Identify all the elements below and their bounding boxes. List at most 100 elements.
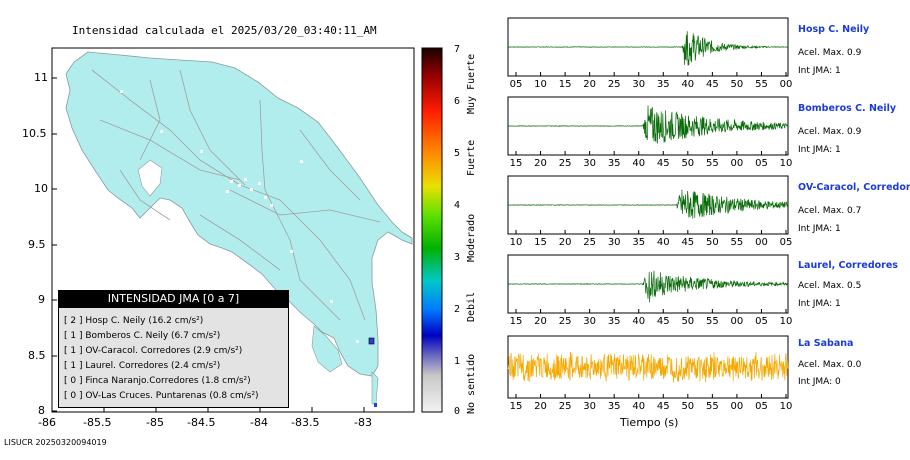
time-axis-label: Tiempo (s) — [620, 416, 679, 429]
time-tick-label: 10 — [534, 79, 547, 90]
time-tick-label: 00 — [780, 79, 793, 90]
colorbar-tick: 1 — [454, 356, 461, 367]
time-tick-label: 35 — [632, 237, 645, 248]
map-x-tick: -83 — [354, 416, 372, 429]
time-tick-label: 45 — [657, 158, 670, 169]
map-x-tick: -85.5 — [83, 416, 112, 429]
time-tick-label: 40 — [681, 79, 694, 90]
station-acel: Acel. Max. 0.5 — [798, 281, 862, 291]
map-y-tick: 10.5 — [22, 127, 47, 140]
osa-peninsula — [311, 325, 343, 373]
seismogram-trace — [507, 105, 789, 144]
station-marker-2 — [374, 403, 377, 407]
time-tick-label: 05 — [755, 158, 768, 169]
costa-rica-land — [65, 51, 413, 377]
legend-item: [ 0 ] OV-Las Cruces. Puntarenas (0.8 cm/… — [64, 391, 259, 401]
station-name: OV-Caracol, Corredore — [798, 182, 910, 193]
time-tick-label: 55 — [706, 401, 719, 412]
legend-title: INTENSIDAD JMA [0 a 7] — [58, 290, 289, 308]
map-y-tick: 8 — [38, 404, 45, 417]
time-tick-label: 30 — [632, 79, 645, 90]
colorbar-tick: 0 — [454, 406, 461, 417]
colorbar-label: No sentido — [466, 353, 477, 414]
time-tick-label: 50 — [681, 401, 694, 412]
colorbar-tick: 2 — [454, 304, 461, 315]
time-tick-label: 00 — [731, 158, 744, 169]
map-y-tick: 9 — [38, 293, 45, 306]
time-tick-label: 05 — [510, 79, 523, 90]
station-jma: Int JMA: 1 — [798, 66, 841, 76]
station-jma: Int JMA: 0 — [798, 377, 841, 387]
station-name: Hosp C. Neily — [798, 24, 870, 35]
station-marker — [368, 337, 375, 345]
legend-box — [58, 290, 289, 408]
footer-id: LISUCR 20250320094019 — [4, 438, 107, 447]
time-tick-label: 35 — [608, 316, 621, 327]
time-tick-label: 20 — [534, 401, 547, 412]
time-tick-label: 00 — [731, 316, 744, 327]
map-x-tick: -84.5 — [187, 416, 216, 429]
legend-item: [ 1 ] OV-Caracol. Corredores (2.9 cm/s²) — [64, 346, 243, 356]
time-tick-label: 30 — [583, 158, 596, 169]
legend-item: [ 0 ] Finca Naranjo.Corredores (1.8 cm/s… — [64, 376, 251, 386]
time-tick-label: 45 — [706, 79, 719, 90]
time-tick-label: 10 — [780, 158, 793, 169]
time-tick-label: 00 — [731, 401, 744, 412]
time-tick-label: 20 — [583, 79, 596, 90]
time-tick-label: 50 — [731, 79, 744, 90]
time-tick-label: 30 — [583, 401, 596, 412]
time-tick-label: 25 — [608, 79, 621, 90]
time-tick-label: 25 — [559, 316, 572, 327]
legend-item: [ 1 ] Laurel. Corredores (2.4 cm/s²) — [64, 361, 221, 371]
colorbar-tick: 4 — [454, 200, 461, 211]
gulf-nicoya — [137, 159, 163, 197]
map-y-tick: 10 — [34, 182, 48, 195]
town-markers — [120, 90, 359, 343]
station-name: Laurel, Corredores — [798, 260, 898, 271]
colorbar-label: Moderado — [466, 213, 477, 262]
colorbar-fill — [421, 47, 443, 413]
map-y-tick: 11 — [34, 71, 48, 84]
station-acel: Acel. Max. 0.9 — [798, 127, 862, 137]
time-tick-label: 35 — [608, 158, 621, 169]
time-tick-label: 00 — [755, 237, 768, 248]
station-name: Bomberos C. Neily — [798, 103, 897, 114]
time-tick-label: 40 — [632, 316, 645, 327]
map-title: Intensidad calculada el 2025/03/20_03:40… — [72, 24, 377, 37]
time-tick-label: 50 — [681, 158, 694, 169]
map-y-tick: 8.5 — [28, 349, 46, 362]
time-tick-label: 55 — [755, 79, 768, 90]
time-tick-label: 20 — [534, 316, 547, 327]
time-tick-label: 15 — [510, 158, 523, 169]
colorbar-tick: 5 — [454, 148, 461, 159]
station-acel: Acel. Max. 0.7 — [798, 206, 862, 216]
station-name: La Sabana — [798, 338, 854, 349]
time-tick-label: 10 — [780, 401, 793, 412]
time-tick-label: 50 — [681, 316, 694, 327]
station-acel: Acel. Max. 0.9 — [798, 48, 862, 58]
time-tick-label: 55 — [706, 316, 719, 327]
time-tick-label: 20 — [534, 158, 547, 169]
time-tick-label: 35 — [608, 401, 621, 412]
time-tick-label: 35 — [657, 79, 670, 90]
seismogram-trace — [507, 351, 789, 383]
time-tick-label: 15 — [510, 401, 523, 412]
time-tick-label: 45 — [681, 237, 694, 248]
map-x-tick: -83.5 — [291, 416, 320, 429]
colorbar-label: Debil — [466, 291, 477, 322]
seismogram-trace — [507, 189, 789, 219]
time-tick-label: 50 — [706, 237, 719, 248]
station-jma: Int JMA: 1 — [798, 224, 841, 234]
seismogram-trace — [508, 31, 789, 66]
colorbar-tick: 3 — [454, 252, 461, 263]
time-tick-label: 30 — [608, 237, 621, 248]
colorbar-label: Fuerte — [466, 139, 477, 176]
time-tick-label: 40 — [632, 401, 645, 412]
station-jma: Int JMA: 1 — [798, 299, 841, 309]
seismogram-trace — [507, 270, 789, 303]
time-tick-label: 30 — [583, 316, 596, 327]
colorbar-tick: 7 — [454, 44, 461, 55]
map-y-tick: 9.5 — [28, 238, 46, 251]
legend-item: [ 2 ] Hosp C. Neily (16.2 cm/s²) — [64, 316, 204, 326]
time-tick-label: 05 — [780, 237, 793, 248]
